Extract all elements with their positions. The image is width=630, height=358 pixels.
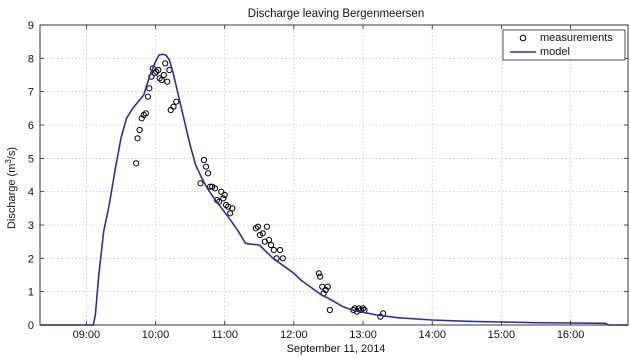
measurement-point bbox=[158, 76, 165, 84]
x-tick-label: 10:00 bbox=[142, 329, 170, 341]
legend: measurements model bbox=[502, 29, 626, 61]
measurement-point bbox=[133, 160, 140, 167]
measurement-point bbox=[202, 163, 210, 170]
measurement-point bbox=[254, 223, 262, 230]
measurement-point bbox=[326, 306, 333, 314]
x-tick-label: 16:00 bbox=[557, 329, 585, 341]
legend-label-model: model bbox=[540, 46, 570, 58]
measurement-point bbox=[315, 270, 322, 277]
measurement-point bbox=[279, 255, 286, 262]
measurement-point bbox=[259, 230, 266, 237]
measurement-point bbox=[200, 156, 208, 164]
x-tick-label: 15:00 bbox=[488, 329, 516, 341]
measurement-point bbox=[218, 188, 225, 195]
measurement-point bbox=[142, 110, 149, 117]
y-axis-label-exponent: 3 bbox=[4, 159, 13, 164]
y-tick-label: 4 bbox=[28, 187, 34, 199]
measurement-point bbox=[146, 85, 153, 92]
x-tick-label: 09:00 bbox=[73, 329, 101, 341]
measurement-point bbox=[227, 210, 234, 217]
measurement-point bbox=[263, 223, 270, 230]
legend-label-measurements: measurements bbox=[540, 32, 613, 44]
measurement-point bbox=[149, 65, 156, 72]
measurement-point bbox=[144, 93, 152, 100]
measurement-point bbox=[276, 246, 284, 254]
y-tick-label: 9 bbox=[28, 20, 34, 32]
measurement-point bbox=[160, 71, 167, 79]
measurement-point bbox=[205, 170, 212, 177]
y-tick-label: 6 bbox=[28, 120, 34, 132]
y-tick-label: 5 bbox=[28, 153, 34, 165]
measurement-point bbox=[170, 103, 177, 110]
x-tick-label: 14:00 bbox=[418, 329, 446, 341]
y-axis-label-main: Discharge (m bbox=[6, 164, 18, 229]
measurement-point bbox=[220, 195, 227, 202]
measurement-point bbox=[270, 246, 277, 254]
plot-series bbox=[40, 53, 628, 326]
chart-title: Discharge leaving Bergenmeersen bbox=[248, 8, 424, 20]
y-tick-label: 1 bbox=[28, 287, 34, 299]
legend-marker-measurements bbox=[519, 34, 527, 42]
measurement-point bbox=[162, 60, 169, 67]
x-axis-label: September 11, 2014 bbox=[287, 343, 386, 355]
measurement-point bbox=[164, 78, 171, 85]
measurement-point bbox=[229, 205, 236, 212]
measurement-point bbox=[167, 106, 174, 114]
measurement-point bbox=[359, 305, 367, 312]
y-tick-label: 0 bbox=[28, 320, 34, 332]
y-axis-label-unit: /s) bbox=[6, 147, 18, 159]
measurement-point bbox=[151, 70, 158, 77]
measurement-point bbox=[211, 185, 219, 192]
y-tick-label: 8 bbox=[28, 53, 34, 65]
measurement-point bbox=[267, 241, 275, 249]
x-tick-label: 13:00 bbox=[349, 329, 377, 341]
measurement-point bbox=[197, 180, 204, 187]
measurement-point bbox=[265, 236, 273, 244]
y-axis-label: Discharge (m3/s) bbox=[4, 147, 18, 229]
measurement-point bbox=[173, 98, 180, 105]
measurement-point bbox=[221, 191, 228, 199]
x-tick-label: 11:00 bbox=[211, 329, 238, 341]
axes-frame bbox=[39, 24, 629, 326]
x-tick-label: 12:00 bbox=[280, 329, 308, 341]
measurement-point bbox=[134, 135, 141, 142]
axis-ticks: 09:00 10:00 11:00 12:00 13:00 14:00 15:00 16:00… bbox=[28, 20, 628, 341]
y-tick-label: 3 bbox=[28, 220, 34, 232]
model-line bbox=[40, 53, 628, 326]
plot-frame bbox=[39, 24, 629, 326]
measurement-point bbox=[324, 283, 331, 290]
measurement-point bbox=[136, 126, 143, 134]
measurement-point bbox=[155, 66, 162, 74]
y-tick-label: 2 bbox=[28, 253, 34, 265]
measurement-point bbox=[317, 273, 324, 280]
grid bbox=[40, 25, 628, 325]
y-tick-label: 7 bbox=[28, 87, 34, 99]
